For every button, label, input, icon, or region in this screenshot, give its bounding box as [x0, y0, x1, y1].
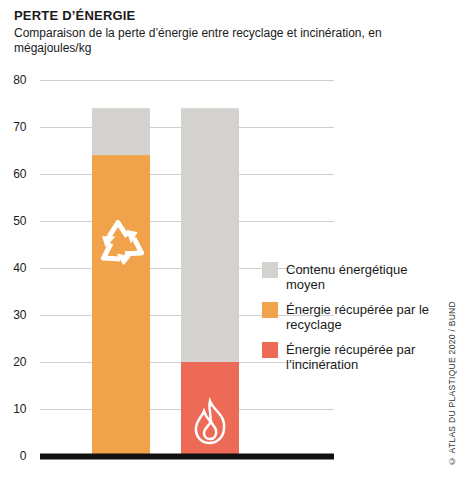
svg-text:0: 0 [20, 449, 27, 463]
html-text:© ATLAS DU PLASTIQUE 2020 / BU: © ATLAS DU PLASTIQUE 2020 / BUND [447, 301, 457, 466]
html-text:Énergie récupérée par l’inciné: Énergie récupérée par l’incinération [286, 342, 416, 372]
svg-text:50: 50 [13, 214, 27, 228]
svg-text:30: 30 [13, 308, 27, 322]
svg-text:20: 20 [13, 355, 27, 369]
html-text:Contenu énergétique moyen: Contenu énergétique moyen [286, 262, 408, 292]
html-text:PERTE D’ÉNERGIE: PERTE D’ÉNERGIE [14, 8, 136, 23]
svg-text:80: 80 [13, 73, 27, 87]
html-text:Comparaison de la perte d’éner: Comparaison de la perte d’énergie entre … [14, 26, 382, 55]
svg-text:70: 70 [13, 120, 27, 134]
svg-text:10: 10 [13, 402, 27, 416]
svg-text:40: 40 [13, 261, 27, 275]
html-text:Énergie récupérée par le recyc: Énergie récupérée par le recyclage [286, 302, 430, 332]
svg-text:60: 60 [13, 167, 27, 181]
